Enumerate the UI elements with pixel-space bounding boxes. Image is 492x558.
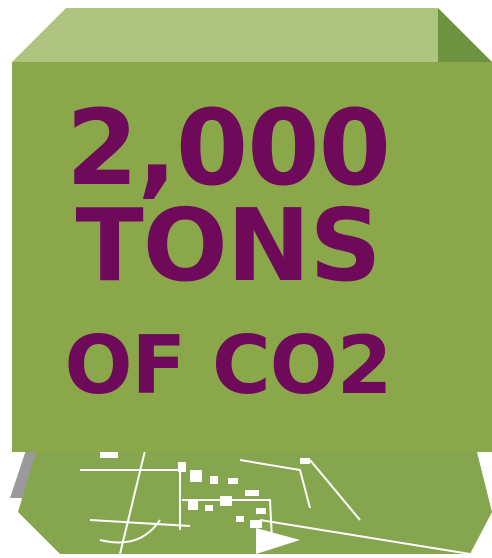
map-building-6 [245,490,259,496]
headline-amount: 2,000 [66,87,391,209]
cube-top-face [12,8,492,62]
headline-substance: OF CO2 [64,319,393,412]
map-building-5 [228,478,238,484]
map-building-12 [250,520,262,528]
map-building-7 [188,500,198,510]
map-building-13 [300,458,310,464]
map-building-1 [100,452,118,458]
map-road-8 [99,519,161,544]
map-building-14 [256,528,300,554]
map-road-7 [309,459,361,521]
map-building-4 [210,476,218,484]
cube-front-face [12,62,492,452]
map-road-5 [89,519,191,527]
headline-unit: TONS [75,187,382,304]
map-road-3 [182,499,273,541]
map-road-6 [259,519,471,554]
map-road-4 [239,459,311,509]
map-building-8 [205,505,213,511]
map-building-2 [178,462,186,472]
map-building-10 [256,508,266,514]
map-building-3 [190,470,202,482]
map-building-11 [236,516,244,522]
map-building-9 [220,496,232,506]
cube-illustration [12,8,492,452]
